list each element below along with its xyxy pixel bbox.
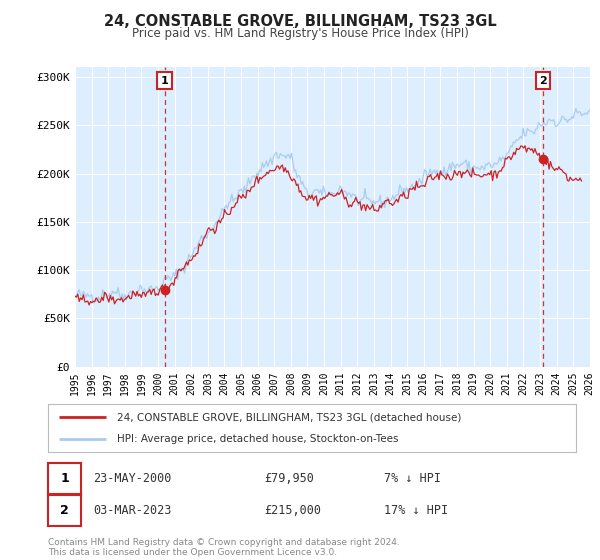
Text: 2: 2 — [539, 76, 547, 86]
Text: 24, CONSTABLE GROVE, BILLINGHAM, TS23 3GL (detached house): 24, CONSTABLE GROVE, BILLINGHAM, TS23 3G… — [116, 412, 461, 422]
Text: £79,950: £79,950 — [264, 472, 314, 486]
Text: 1: 1 — [60, 472, 69, 486]
Text: 03-MAR-2023: 03-MAR-2023 — [93, 504, 172, 517]
Text: This data is licensed under the Open Government Licence v3.0.: This data is licensed under the Open Gov… — [48, 548, 337, 557]
Text: Contains HM Land Registry data © Crown copyright and database right 2024.: Contains HM Land Registry data © Crown c… — [48, 538, 400, 547]
Text: 1: 1 — [161, 76, 169, 86]
Text: 24, CONSTABLE GROVE, BILLINGHAM, TS23 3GL: 24, CONSTABLE GROVE, BILLINGHAM, TS23 3G… — [104, 14, 496, 29]
Text: 2: 2 — [60, 504, 69, 517]
Text: 7% ↓ HPI: 7% ↓ HPI — [384, 472, 441, 486]
Text: HPI: Average price, detached house, Stockton-on-Tees: HPI: Average price, detached house, Stoc… — [116, 434, 398, 444]
Text: £215,000: £215,000 — [264, 504, 321, 517]
Text: Price paid vs. HM Land Registry's House Price Index (HPI): Price paid vs. HM Land Registry's House … — [131, 27, 469, 40]
Text: 17% ↓ HPI: 17% ↓ HPI — [384, 504, 448, 517]
Text: 23-MAY-2000: 23-MAY-2000 — [93, 472, 172, 486]
